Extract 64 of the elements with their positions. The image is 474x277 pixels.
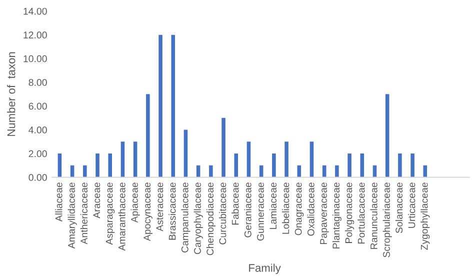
bar <box>120 142 125 178</box>
y-tick-label: 14.00 <box>24 8 47 15</box>
bar <box>184 130 188 178</box>
y-axis-title: Number of taxon <box>7 52 16 136</box>
x-tick-label: Campanulaceae <box>181 182 190 252</box>
bar <box>284 142 288 178</box>
bar <box>83 165 87 178</box>
y-tick-label: 10.00 <box>24 55 47 62</box>
bar <box>58 154 62 178</box>
x-tick-label: Fabaceae <box>232 182 239 225</box>
x-tick-label: Brassicaceae <box>168 182 176 240</box>
bar <box>410 154 414 178</box>
bar <box>335 165 339 178</box>
y-tick-label: 4.00 <box>28 126 47 134</box>
x-tick-label: Oxalidaceae <box>307 182 314 236</box>
x-tick-label: Scrophulariaceae <box>382 182 392 258</box>
bar <box>209 165 213 178</box>
bar <box>108 154 112 178</box>
bar <box>158 34 162 178</box>
x-tick-label: Polygonaceae <box>345 182 354 243</box>
y-tick-label: 12.00 <box>24 32 47 38</box>
y-tick-label: 2.00 <box>28 150 47 158</box>
bar <box>348 154 352 178</box>
x-tick-label: Plantaginaceae <box>332 182 342 248</box>
x-tick-label: Apocynaceae <box>144 182 152 242</box>
bar <box>297 165 302 178</box>
bar <box>133 142 138 178</box>
x-tick-label: Asparagaceae <box>106 182 115 245</box>
x-tick-label: Lamiaceae <box>269 182 277 229</box>
x-tick-label: Araceae <box>93 182 100 218</box>
x-tick-label: Solanaceae <box>395 182 403 234</box>
y-tick-label: 6.00 <box>28 102 47 110</box>
y-tick-label: 0.00 <box>28 174 47 181</box>
x-tick-label: Apiaceae <box>130 182 140 223</box>
x-tick-label: Urticaceae <box>408 182 416 228</box>
x-tick-label: Amaranthaceae <box>118 182 126 251</box>
bar <box>222 118 226 178</box>
x-tick-label: Caryophyllaceae <box>194 182 203 254</box>
bar <box>272 154 276 178</box>
x-tick-label: Geraniaceae <box>244 182 252 238</box>
x-tick-label: Portulacaceae <box>358 182 365 244</box>
x-tick-label: Asteraceae <box>156 182 164 232</box>
x-tick-label: Onagraceae <box>294 182 304 236</box>
x-axis-title: Family <box>249 264 281 274</box>
bar <box>360 154 364 178</box>
x-tick-label: Alliaceae <box>55 182 62 222</box>
bar <box>246 142 251 178</box>
x-tick-label: Papaveraceae <box>320 182 329 244</box>
bar <box>96 154 100 178</box>
x-tick-label: Zygophyllaceae <box>420 182 430 250</box>
x-tick-label: Amaryllidaceae <box>68 182 77 249</box>
bar <box>146 94 150 178</box>
bar <box>234 154 238 178</box>
x-tick-label: Chenopodiaceae <box>206 182 216 256</box>
bar <box>398 154 402 178</box>
x-tick-label: Curcubitaceae <box>218 182 226 244</box>
bar <box>310 142 314 178</box>
x-tick-label: Anthericaceae <box>80 182 88 244</box>
x-tick-label: Ranunculaceae <box>370 182 378 249</box>
x-tick-label: Gunneraceae <box>257 182 264 241</box>
bar <box>385 94 390 178</box>
bar <box>171 34 176 178</box>
y-tick-label: 8.00 <box>28 79 47 86</box>
x-tick-label: Lobeliaceae <box>282 182 290 234</box>
